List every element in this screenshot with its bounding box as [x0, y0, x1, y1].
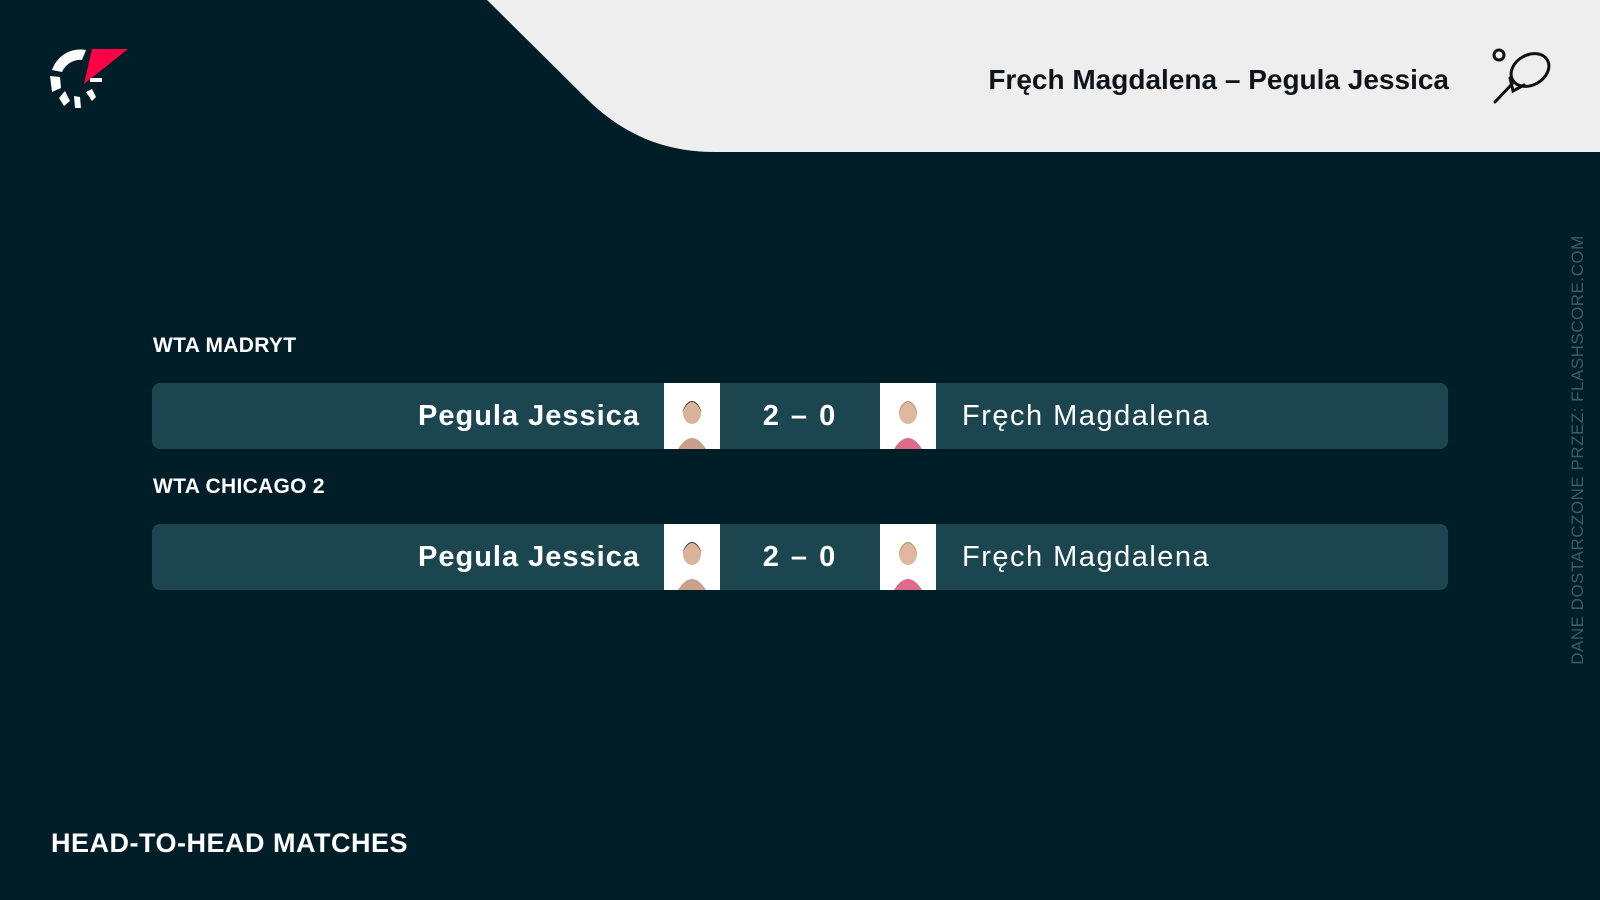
- match-title: Fręch Magdalena – Pegula Jessica: [988, 64, 1449, 95]
- score: 2 – 0: [762, 400, 838, 432]
- away-player-photo: [880, 524, 936, 590]
- home-player: Pegula Jessica: [418, 541, 640, 573]
- flashscore-logo: [50, 49, 128, 108]
- home-player: Pegula Jessica: [418, 400, 640, 432]
- match-row[interactable]: Pegula Jessica 2 – 0 Fręch Magdalena: [152, 524, 1448, 590]
- tournament-label: WTA MADRYT: [153, 334, 297, 357]
- match-row[interactable]: Pegula Jessica 2 – 0 Fręch Magdalena: [152, 383, 1448, 449]
- score: 2 – 0: [762, 541, 838, 573]
- tournament-label: WTA CHICAGO 2: [153, 475, 325, 498]
- away-player: Fręch Magdalena: [962, 400, 1211, 432]
- home-player-photo: [664, 524, 720, 590]
- away-player-photo: [880, 383, 936, 449]
- away-player: Fręch Magdalena: [962, 541, 1211, 573]
- home-player-photo: [664, 383, 720, 449]
- data-credit: DANE DOSTARCZONE PRZEZ: FLASHSCORE.COM: [1568, 235, 1587, 665]
- tennis-racket-icon: [1492, 48, 1551, 104]
- section-title: HEAD-TO-HEAD MATCHES: [51, 828, 408, 858]
